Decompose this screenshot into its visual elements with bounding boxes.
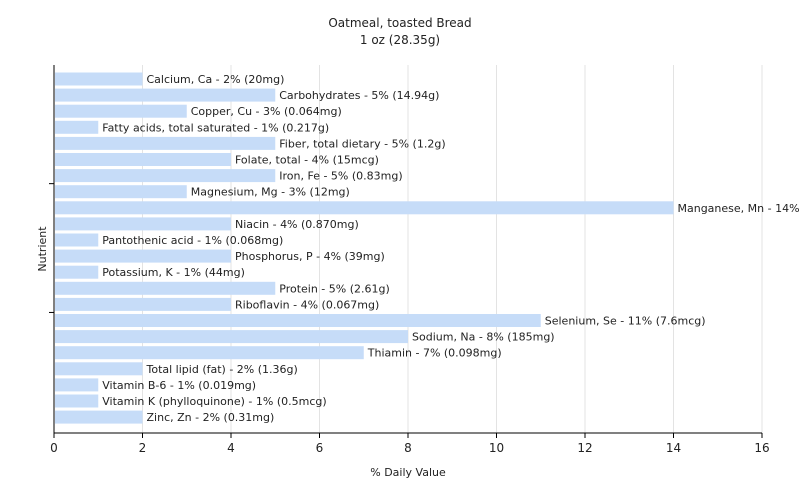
bar-label: Fiber, total dietary - 5% (1.2g)	[279, 137, 445, 150]
x-tick-label: 8	[404, 441, 412, 455]
bar	[55, 249, 231, 263]
bar	[55, 153, 231, 166]
x-axis-label: % Daily Value	[370, 466, 446, 479]
bar	[55, 217, 231, 231]
bar-label: Magnesium, Mg - 3% (12mg)	[191, 186, 350, 199]
bar	[55, 394, 99, 408]
bar	[55, 120, 99, 134]
x-tick-label: 0	[50, 441, 58, 455]
bar	[55, 104, 187, 118]
x-tick-label: 14	[666, 441, 681, 455]
chart-subtitle: 1 oz (28.35g)	[360, 33, 440, 47]
grid-layer	[142, 65, 763, 433]
x-tick-label: 2	[139, 441, 147, 455]
bar-label: Manganese, Mn - 14% (0.290mg)	[678, 202, 800, 215]
axis-layer: 0 2 4 6 8 10 12 14 16	[49, 65, 770, 455]
bar	[55, 265, 99, 279]
bar-label: Sodium, Na - 8% (185mg)	[412, 331, 555, 344]
bar	[55, 314, 541, 327]
x-tick-label: 12	[577, 441, 592, 455]
x-tick-label: 6	[316, 441, 324, 455]
bar	[55, 346, 364, 360]
bar	[55, 88, 276, 102]
bar-label: Zinc, Zn - 2% (0.31mg)	[147, 411, 275, 424]
bar-label: Thiamin - 7% (0.098mg)	[367, 347, 502, 360]
bar-label: Vitamin B-6 - 1% (0.019mg)	[102, 379, 256, 392]
bar	[55, 330, 408, 344]
bar	[55, 169, 276, 183]
x-tick-label: 10	[489, 441, 504, 455]
bar	[55, 410, 143, 424]
bar-label: Selenium, Se - 11% (7.6mcg)	[545, 315, 706, 328]
bar-label: Total lipid (fat) - 2% (1.36g)	[146, 363, 298, 376]
bar	[55, 297, 231, 311]
bar-label: Fatty acids, total saturated - 1% (0.217…	[102, 121, 329, 134]
bar-label: Riboflavin - 4% (0.067mg)	[235, 298, 379, 311]
bar-label: Copper, Cu - 3% (0.064mg)	[191, 105, 342, 118]
bar-label: Protein - 5% (2.61g)	[279, 282, 390, 295]
bar-label: Calcium, Ca - 2% (20mg)	[147, 73, 285, 86]
x-tick-label: 4	[227, 441, 235, 455]
bar-label: Vitamin K (phylloquinone) - 1% (0.5mcg)	[102, 395, 326, 408]
bar	[55, 378, 99, 392]
x-tick-label: 16	[754, 441, 769, 455]
y-axis-label: Nutrient	[36, 226, 49, 272]
bar	[55, 233, 99, 247]
bar	[55, 201, 674, 215]
bar	[55, 185, 187, 199]
bar-label: Phosphorus, P - 4% (39mg)	[235, 250, 385, 263]
bar-label: Folate, total - 4% (15mcg)	[235, 154, 379, 167]
bar	[55, 281, 276, 295]
bar-label: Carbohydrates - 5% (14.94g)	[279, 89, 439, 102]
bar-layer: Calcium, Ca - 2% (20mg) Carbohydrates - 5…	[55, 72, 800, 424]
bar-label: Pantothenic acid - 1% (0.068mg)	[102, 234, 283, 247]
bar	[55, 136, 276, 150]
bar	[55, 72, 143, 86]
bar	[55, 362, 143, 376]
bar-label: Niacin - 4% (0.870mg)	[235, 218, 359, 231]
bar-label: Potassium, K - 1% (44mg)	[102, 266, 245, 279]
bar-label: Iron, Fe - 5% (0.83mg)	[279, 170, 402, 183]
chart-title: Oatmeal, toasted Bread	[328, 16, 471, 30]
